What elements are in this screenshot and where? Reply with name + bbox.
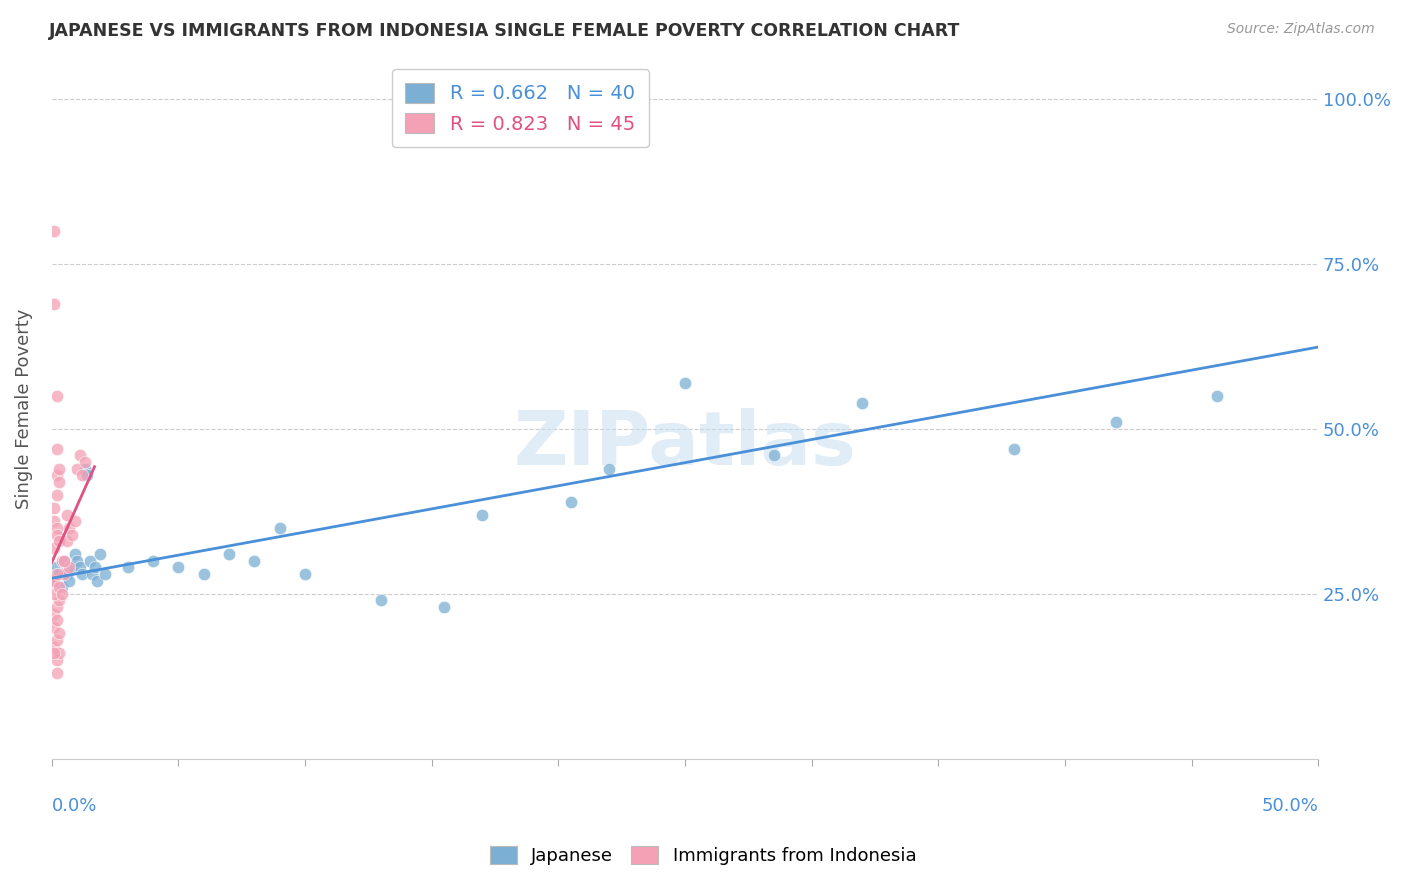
Point — [56, 508, 79, 522]
Text: Source: ZipAtlas.com: Source: ZipAtlas.com — [1227, 22, 1375, 37]
Point — [48, 580, 70, 594]
Point — [51, 587, 73, 601]
Point — [44, 224, 66, 238]
Point — [58, 574, 80, 588]
Point — [673, 376, 696, 390]
Point — [1002, 442, 1025, 456]
Point — [45, 560, 67, 574]
Point — [53, 554, 76, 568]
Point — [269, 521, 291, 535]
Point — [51, 554, 73, 568]
Point — [60, 560, 83, 574]
Point — [56, 567, 79, 582]
Point — [44, 501, 66, 516]
Point — [45, 600, 67, 615]
Point — [48, 475, 70, 489]
Point — [45, 527, 67, 541]
Point — [45, 567, 67, 582]
Point — [60, 527, 83, 541]
Point — [1104, 416, 1126, 430]
Point — [45, 521, 67, 535]
Point — [294, 567, 316, 582]
Point — [73, 455, 96, 469]
Point — [560, 494, 582, 508]
Point — [69, 560, 91, 574]
Point — [76, 468, 98, 483]
Legend: R = 0.662   N = 40, R = 0.823   N = 45: R = 0.662 N = 40, R = 0.823 N = 45 — [392, 70, 650, 147]
Point — [45, 613, 67, 627]
Point — [44, 646, 66, 660]
Point — [243, 554, 266, 568]
Point — [45, 389, 67, 403]
Point — [48, 626, 70, 640]
Point — [44, 607, 66, 621]
Point — [433, 600, 456, 615]
Point — [44, 640, 66, 654]
Point — [82, 567, 104, 582]
Point — [79, 554, 101, 568]
Point — [66, 554, 89, 568]
Text: ZIPatlas: ZIPatlas — [513, 408, 856, 481]
Point — [56, 534, 79, 549]
Point — [45, 488, 67, 502]
Point — [48, 567, 70, 582]
Point — [598, 461, 620, 475]
Point — [193, 567, 215, 582]
Point — [45, 653, 67, 667]
Y-axis label: Single Female Poverty: Single Female Poverty — [15, 309, 32, 509]
Point — [44, 620, 66, 634]
Point — [851, 395, 873, 409]
Point — [45, 468, 67, 483]
Point — [44, 574, 66, 588]
Point — [44, 541, 66, 555]
Point — [73, 461, 96, 475]
Point — [69, 448, 91, 462]
Point — [45, 633, 67, 648]
Text: 50.0%: 50.0% — [1261, 797, 1319, 815]
Point — [45, 666, 67, 681]
Text: JAPANESE VS IMMIGRANTS FROM INDONESIA SINGLE FEMALE POVERTY CORRELATION CHART: JAPANESE VS IMMIGRANTS FROM INDONESIA SI… — [49, 22, 960, 40]
Legend: Japanese, Immigrants from Indonesia: Japanese, Immigrants from Indonesia — [482, 838, 924, 872]
Point — [94, 567, 117, 582]
Point — [167, 560, 190, 574]
Point — [70, 468, 93, 483]
Point — [370, 593, 392, 607]
Point — [44, 514, 66, 528]
Text: 0.0%: 0.0% — [52, 797, 97, 815]
Point — [58, 560, 80, 574]
Point — [53, 554, 76, 568]
Point — [44, 587, 66, 601]
Point — [53, 567, 76, 582]
Point — [1205, 389, 1227, 403]
Point — [89, 547, 111, 561]
Point — [48, 593, 70, 607]
Point — [63, 547, 86, 561]
Point — [86, 574, 108, 588]
Point — [48, 461, 70, 475]
Point — [762, 448, 785, 462]
Point — [44, 296, 66, 310]
Point — [58, 521, 80, 535]
Point — [51, 580, 73, 594]
Point — [63, 514, 86, 528]
Point — [48, 534, 70, 549]
Point — [142, 554, 165, 568]
Point — [44, 574, 66, 588]
Point — [218, 547, 240, 561]
Point — [83, 560, 105, 574]
Point — [44, 574, 66, 588]
Point — [471, 508, 494, 522]
Point — [70, 567, 93, 582]
Point — [48, 646, 70, 660]
Point — [45, 442, 67, 456]
Point — [66, 461, 89, 475]
Point — [117, 560, 139, 574]
